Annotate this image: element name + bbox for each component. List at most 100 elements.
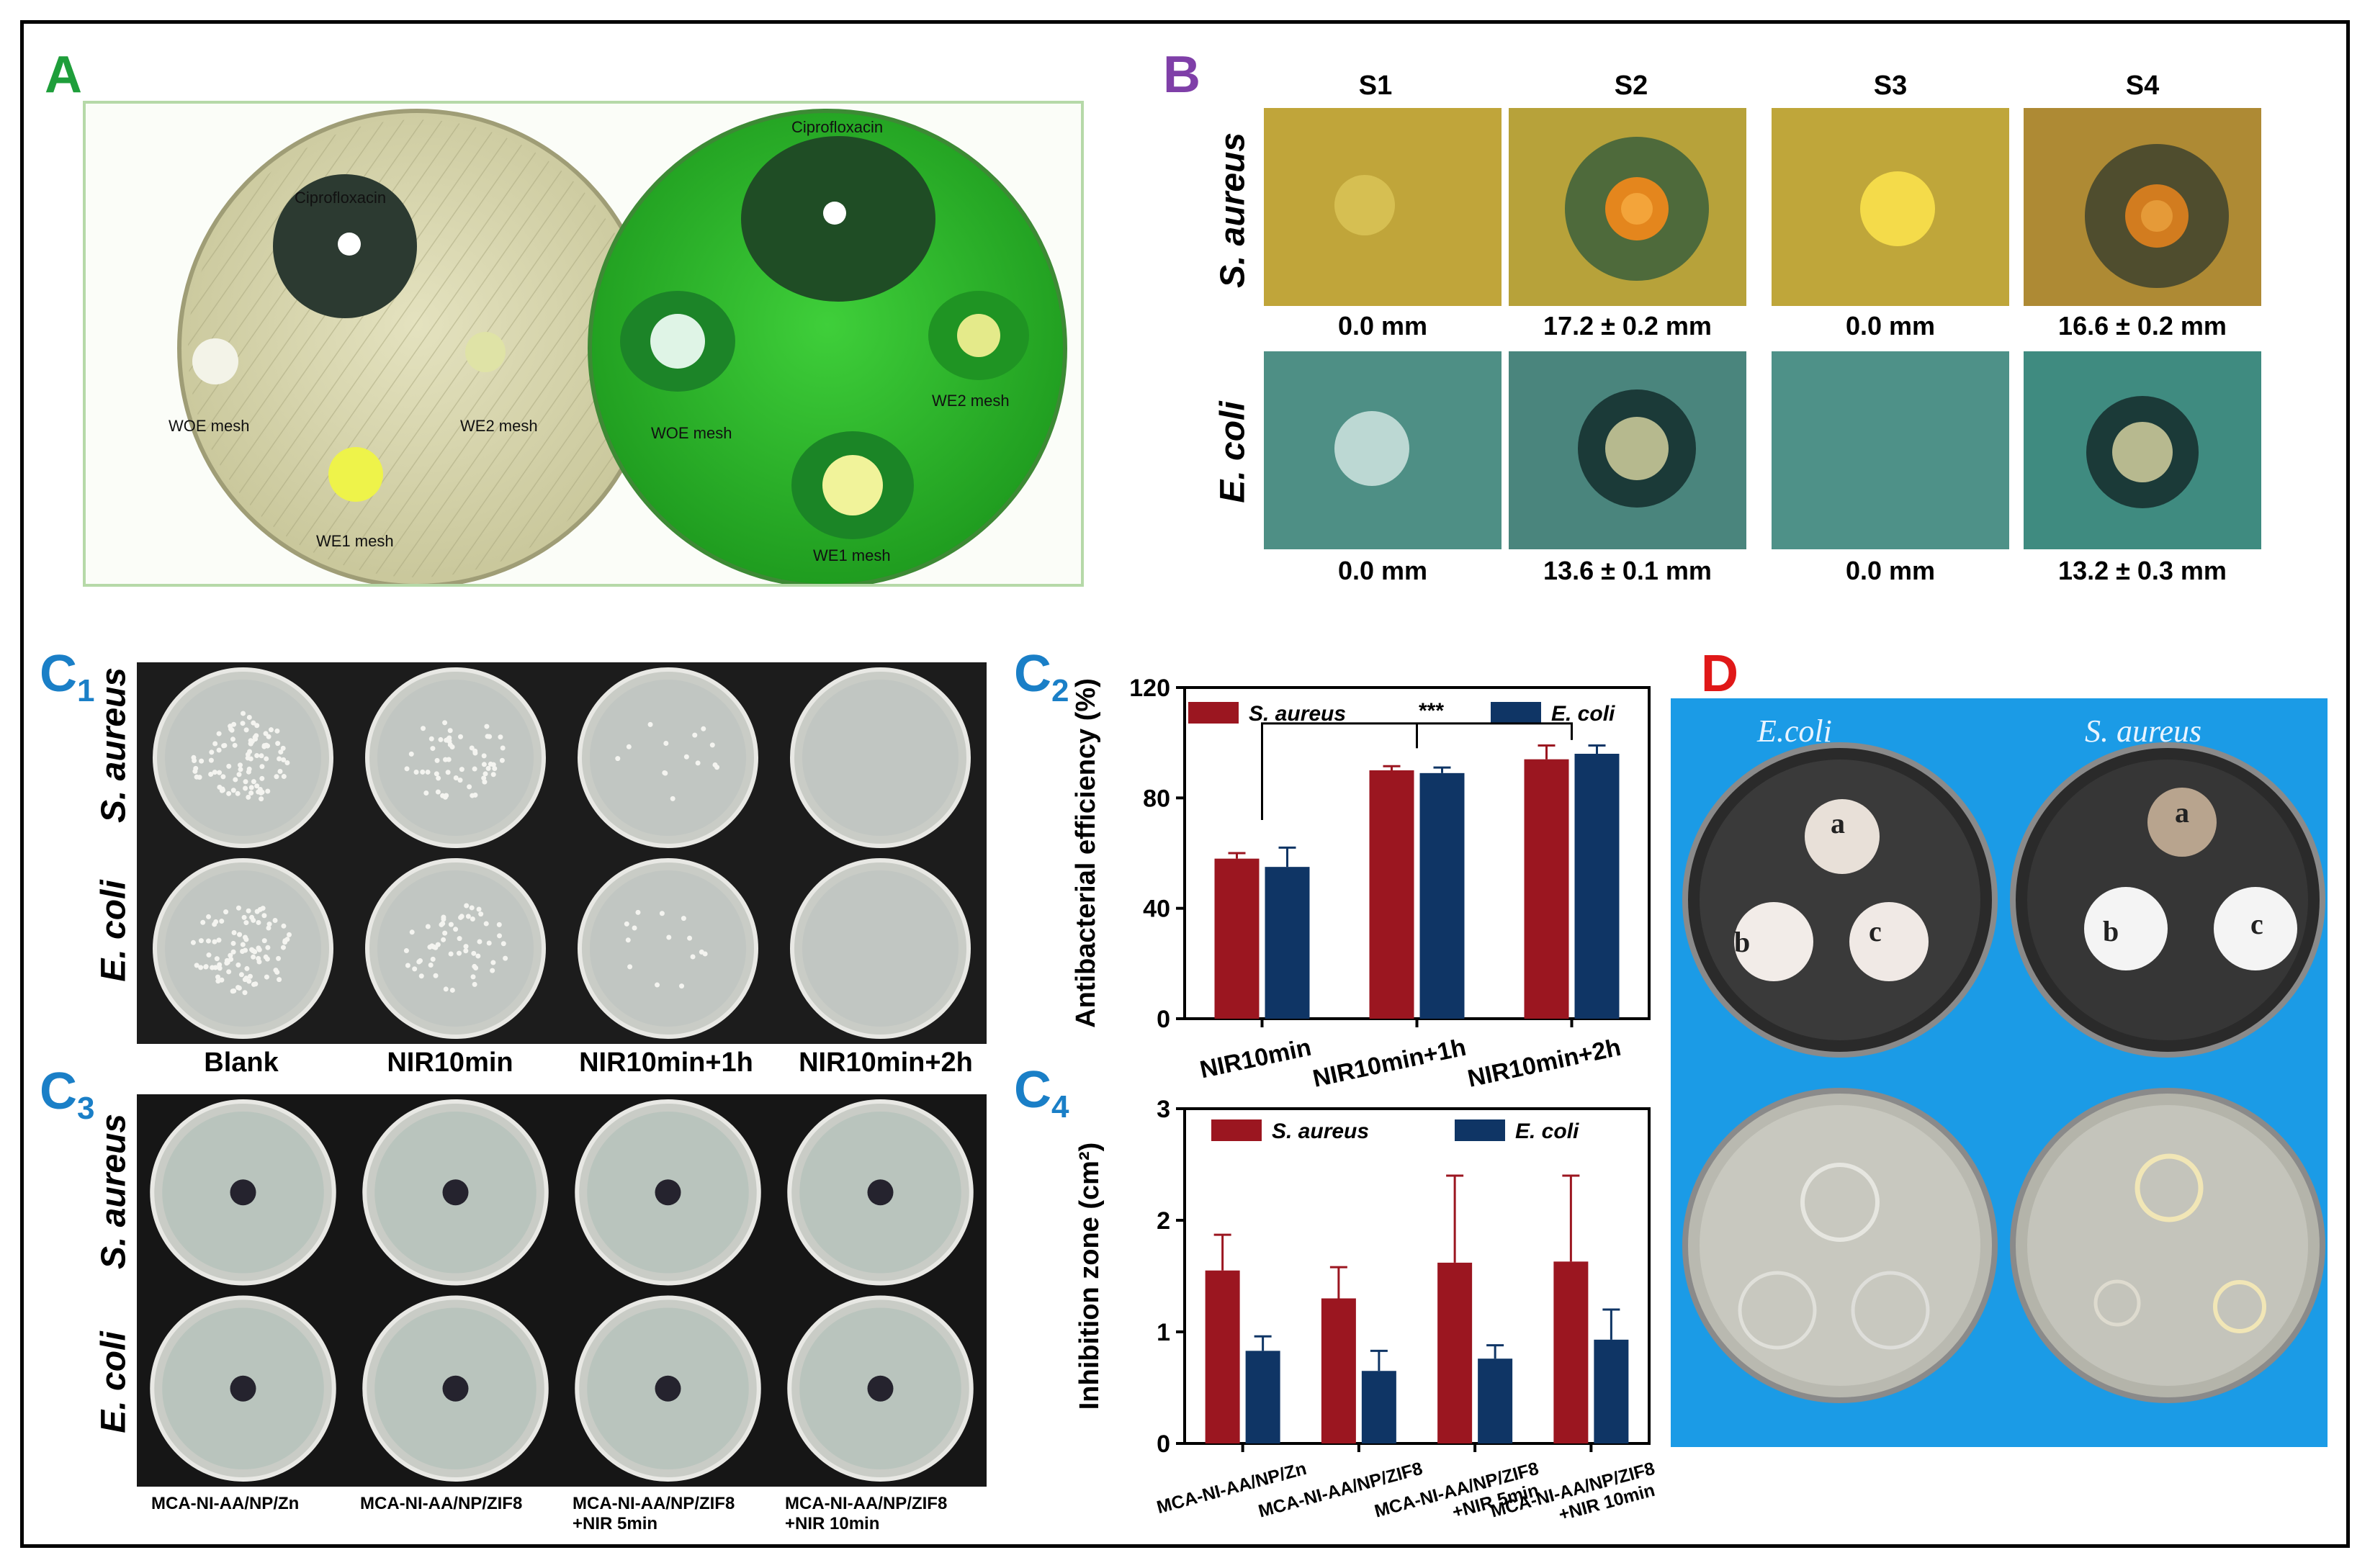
legend-label-e-coli: E. coli — [1551, 702, 1615, 726]
plate-left-label-right: WE2 mesh — [460, 417, 538, 435]
plate-left-label-bottom: WE1 mesh — [316, 532, 394, 550]
b-value-s-aureus-s2: 17.2 ± 0.2 mm — [1543, 311, 1712, 341]
bar-e-coli — [1419, 772, 1465, 1019]
legend-label-s-aureus: S. aureus — [1249, 702, 1346, 726]
panel-b-label: B — [1163, 46, 1200, 104]
c1-grid-svg — [153, 667, 971, 1039]
bar-e-coli — [1265, 867, 1310, 1019]
panel-c4-label: C4 — [1014, 1061, 1069, 1125]
y-tick-label: 1 — [1157, 1319, 1170, 1346]
x-tick-label: NIR10min — [1198, 1034, 1314, 1084]
b-tile-s-aureus-s1 — [1264, 108, 1502, 306]
plate-right-label-center: Ciprofloxacin — [791, 118, 884, 136]
d-disc-label-b-right: b — [2103, 915, 2119, 947]
panel-d-photo: E.coli S. aureus a b c a b c — [1671, 698, 2328, 1447]
c1-row-s-aureus: S. aureus — [94, 667, 133, 824]
c1-row-e-coli: E. coli — [94, 880, 133, 982]
b-value-s-aureus-s4: 16.6 ± 0.2 mm — [2058, 311, 2227, 341]
chart-c2: 0 40 80 120 Antibacterial efficiency (%) NIR1… — [1071, 675, 1651, 1093]
panel-c1-label: C1 — [40, 645, 95, 708]
panel-a-photo: Ciprofloxacin WOE mesh WE2 mesh WE1 mesh… — [83, 101, 1084, 587]
b-tile-s-aureus-s2 — [1509, 108, 1746, 306]
significance-label: *** — [1419, 699, 1444, 723]
legend-label-e-coli: E. coli — [1515, 1119, 1579, 1143]
c1-col-nir10min: NIR10min — [387, 1047, 513, 1078]
plot-frame — [1183, 1107, 1651, 1445]
panel-a-label: A — [45, 46, 82, 104]
figure-border — [20, 20, 2350, 1548]
d-disc-label-c-left: c — [1869, 915, 1882, 947]
c3-col-3: MCA-NI-AA/NP/ZIF8 +NIR 5min — [573, 1494, 735, 1533]
d-disc-label-b-left: b — [1734, 926, 1751, 958]
b-value-s-aureus-s1: 0.0 mm — [1337, 311, 1428, 341]
panel-b-col-s4: S4 — [2125, 71, 2160, 101]
panel-d-label: D — [1701, 645, 1738, 703]
legend-swatch-e-coli — [1491, 702, 1541, 724]
b-tile-e-coli-s2 — [1509, 351, 1746, 549]
y-axis-label: Antibacterial efficiency (%) — [1071, 678, 1101, 1028]
b-value-s-aureus-s3: 0.0 mm — [1845, 311, 1936, 341]
y-tick-label: 40 — [1143, 896, 1170, 923]
bar-s-aureus — [1214, 858, 1260, 1019]
plate-right — [588, 109, 1067, 584]
y-tick-label: 3 — [1157, 1096, 1170, 1123]
c3-grid-svg — [150, 1099, 974, 1482]
c3-col-1: MCA-NI-AA/NP/Zn — [151, 1494, 300, 1513]
panel-c3-label: C3 — [40, 1063, 95, 1126]
b-value-e-coli-s4: 13.2 ± 0.3 mm — [2058, 556, 2227, 585]
bar-e-coli — [1478, 1359, 1513, 1443]
legend-swatch-e-coli — [1455, 1119, 1505, 1141]
b-tile-s-aureus-s4 — [2024, 108, 2261, 306]
significance-bracket — [1261, 722, 1573, 820]
b-tile-e-coli-s4 — [2024, 351, 2261, 549]
bar-s-aureus — [1553, 1261, 1589, 1443]
c1-col-nir10min-2h: NIR10min+2h — [799, 1047, 973, 1078]
c1-col-blank: Blank — [204, 1047, 279, 1078]
b-value-e-coli-s1: 0.0 mm — [1337, 556, 1428, 585]
legend-label-s-aureus: S. aureus — [1272, 1119, 1369, 1143]
y-tick-label: 0 — [1157, 1430, 1170, 1458]
plate-right-label-bottom: WE1 mesh — [813, 546, 891, 564]
y-tick-label: 0 — [1157, 1006, 1170, 1033]
bar-e-coli — [1361, 1371, 1396, 1443]
legend-swatch-s-aureus — [1188, 702, 1239, 724]
panel-b-col-s3: S3 — [1873, 71, 1908, 101]
plate-left-label-center: Ciprofloxacin — [295, 189, 387, 207]
plate-right-label-left: WOE mesh — [651, 424, 732, 442]
b-tile-s-aureus-s3 — [1772, 108, 2009, 306]
d-disc-label-a-right: a — [2175, 796, 2189, 829]
legend-swatch-s-aureus — [1211, 1119, 1262, 1141]
b-tile-e-coli-s1 — [1264, 351, 1502, 549]
b-value-e-coli-s2: 13.6 ± 0.1 mm — [1543, 556, 1712, 585]
panel-b-row-e-coli: E. coli — [1213, 401, 1252, 503]
c3-photo-grid — [137, 1094, 987, 1487]
c3-col-2: MCA-NI-AA/NP/ZIF8 — [360, 1494, 523, 1513]
bar-s-aureus — [1205, 1270, 1240, 1443]
c3-row-s-aureus: S. aureus — [94, 1113, 133, 1270]
bar-e-coli — [1245, 1351, 1280, 1443]
c3-row-e-coli: E. coli — [94, 1331, 133, 1433]
c1-photo-grid — [137, 662, 987, 1044]
c3-col-4: MCA-NI-AA/NP/ZIF8 +NIR 10min — [785, 1494, 948, 1533]
panel-d-title-s-aureus: S. aureus — [2085, 713, 2202, 749]
panel-b-col-s2: S2 — [1614, 71, 1648, 101]
bar-e-coli — [1574, 754, 1620, 1019]
panel-b-col-s1: S1 — [1358, 71, 1393, 101]
bar-s-aureus — [1437, 1262, 1473, 1443]
bar-s-aureus — [1369, 770, 1414, 1019]
panel-c2-label: C2 — [1014, 645, 1069, 708]
y-tick-label: 2 — [1157, 1207, 1170, 1235]
d-disc-label-a-left: a — [1831, 807, 1845, 839]
panel-d-title-e-coli: E.coli — [1757, 713, 1832, 749]
b-tile-e-coli-s3 — [1772, 351, 2009, 549]
y-tick-label: 80 — [1143, 785, 1170, 812]
b-value-e-coli-s3: 0.0 mm — [1845, 556, 1936, 585]
d-disc-label-c-right: c — [2250, 908, 2263, 940]
plate-right-label-right: WE2 mesh — [932, 392, 1010, 410]
bar-e-coli — [1594, 1339, 1629, 1443]
c1-col-nir10min-1h: NIR10min+1h — [579, 1047, 753, 1078]
bar-s-aureus — [1524, 759, 1569, 1019]
panel-b-row-s-aureus: S. aureus — [1213, 132, 1252, 289]
